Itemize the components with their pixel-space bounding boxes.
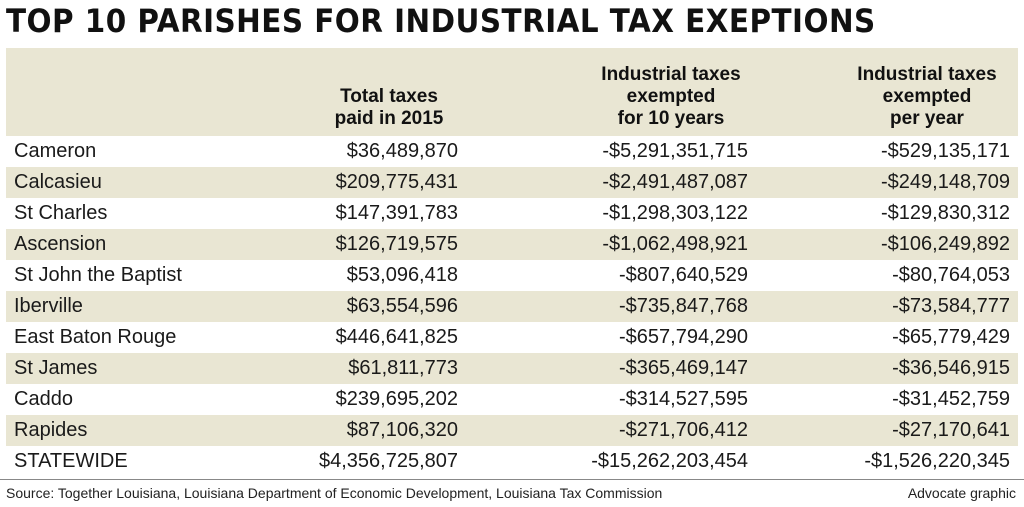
cell-ten-year-exemption: -$807,640,529 [618, 264, 748, 286]
cell-parish: East Baton Rouge [14, 326, 177, 348]
cell-per-year-exemption: -$129,830,312 [880, 202, 1010, 224]
source-note: Source: Together Louisiana, Louisiana De… [6, 485, 663, 501]
cell-ten-year-exemption: -$1,298,303,122 [602, 202, 748, 224]
table-row: Calcasieu $209,775,431 -$2,491,487,087 -$24… [6, 167, 1018, 198]
cell-total-taxes: $209,775,431 [335, 171, 458, 193]
cell-ten-year-exemption: -$657,794,290 [618, 326, 748, 348]
table-row: Iberville $63,554,596 -$735,847,768 -$73,58… [6, 291, 1018, 322]
header-line: exempted [882, 86, 972, 107]
cell-per-year-exemption: -$31,452,759 [892, 388, 1010, 410]
table-row: St James $61,811,773 -$365,469,147 -$36,546… [6, 353, 1018, 384]
chart-title: TOP 10 PARISHES FOR INDUSTRIAL TAX EXEPT… [6, 2, 876, 40]
cell-per-year-exemption: -$80,764,053 [892, 264, 1010, 286]
cell-total-taxes: $87,106,320 [346, 419, 458, 441]
cell-total-taxes: $63,554,596 [346, 295, 458, 317]
cell-ten-year-exemption: -$314,527,595 [618, 388, 748, 410]
table-row: St John the Baptist $53,096,418 -$807,640,… [6, 260, 1018, 291]
table-row: Rapides $87,106,320 -$271,706,412 -$27,170,… [6, 415, 1018, 446]
cell-parish: St John the Baptist [14, 264, 182, 286]
cell-per-year-exemption: -$529,135,171 [880, 140, 1010, 162]
table-row: East Baton Rouge $446,641,825 -$657,794,29… [6, 322, 1018, 353]
cell-total-taxes: $4,356,725,807 [318, 450, 458, 472]
cell-parish: St Charles [14, 202, 108, 224]
table-row: St Charles $147,391,783 -$1,298,303,122 -$1… [6, 198, 1018, 229]
cell-ten-year-exemption: -$365,469,147 [618, 357, 748, 379]
header-line: exempted [626, 86, 716, 107]
header-per-year-exemptions: Industrial taxes exempted per year [836, 64, 1018, 130]
header-line: per year [890, 108, 964, 129]
footer: Source: Together Louisiana, Louisiana De… [0, 479, 1024, 507]
cell-total-taxes: $446,641,825 [335, 326, 458, 348]
graphic-credit: Advocate graphic [907, 485, 1016, 501]
header-line: paid in 2015 [334, 108, 444, 129]
cell-ten-year-exemption: -$2,491,487,087 [602, 171, 748, 193]
cell-parish: Rapides [14, 419, 88, 441]
table-body: Cameron $36,489,870 -$5,291,351,715 -$529,1… [6, 136, 1018, 477]
cell-parish: STATEWIDE [14, 450, 128, 472]
cell-ten-year-exemption: -$271,706,412 [618, 419, 748, 441]
cell-total-taxes: $36,489,870 [346, 140, 458, 162]
cell-parish: Iberville [14, 295, 83, 317]
cell-parish: St James [14, 357, 98, 379]
cell-total-taxes: $147,391,783 [335, 202, 458, 224]
cell-ten-year-exemption: -$15,262,203,454 [591, 450, 748, 472]
table-row: STATEWIDE $4,356,725,807 -$15,262,203,454 -… [6, 446, 1018, 477]
header-line: Total taxes [340, 86, 438, 107]
table-row: Ascension $126,719,575 -$1,062,498,921 -$10… [6, 229, 1018, 260]
cell-parish: Calcasieu [14, 171, 102, 193]
table-header: Total taxes paid in 2015 Industrial taxe… [6, 48, 1018, 136]
cell-per-year-exemption: -$65,779,429 [892, 326, 1010, 348]
cell-total-taxes: $53,096,418 [346, 264, 458, 286]
table-row: Cameron $36,489,870 -$5,291,351,715 -$529,1… [6, 136, 1018, 167]
header-ten-year-exemptions: Industrial taxes exempted for 10 years [566, 64, 776, 130]
header-line: for 10 years [617, 108, 725, 129]
table-row: Caddo $239,695,202 -$314,527,595 -$31,452,7… [6, 384, 1018, 415]
header-total-taxes: Total taxes paid in 2015 [312, 86, 466, 130]
header-line: Industrial taxes [601, 64, 741, 85]
cell-ten-year-exemption: -$1,062,498,921 [602, 233, 748, 255]
cell-total-taxes: $61,811,773 [348, 357, 458, 379]
cell-total-taxes: $126,719,575 [335, 233, 458, 255]
cell-parish: Ascension [14, 233, 107, 255]
cell-total-taxes: $239,695,202 [335, 388, 458, 410]
cell-ten-year-exemption: -$735,847,768 [618, 295, 748, 317]
cell-parish: Cameron [14, 140, 97, 162]
header-line: Industrial taxes [857, 64, 997, 85]
cell-per-year-exemption: -$73,584,777 [892, 295, 1010, 317]
cell-per-year-exemption: -$106,249,892 [880, 233, 1010, 255]
cell-parish: Caddo [14, 388, 73, 410]
cell-ten-year-exemption: -$5,291,351,715 [602, 140, 748, 162]
data-table: Total taxes paid in 2015 Industrial taxe… [6, 48, 1018, 477]
cell-per-year-exemption: -$249,148,709 [880, 171, 1010, 193]
cell-per-year-exemption: -$27,170,641 [892, 419, 1010, 441]
cell-per-year-exemption: -$1,526,220,345 [864, 450, 1010, 472]
cell-per-year-exemption: -$36,546,915 [892, 357, 1010, 379]
